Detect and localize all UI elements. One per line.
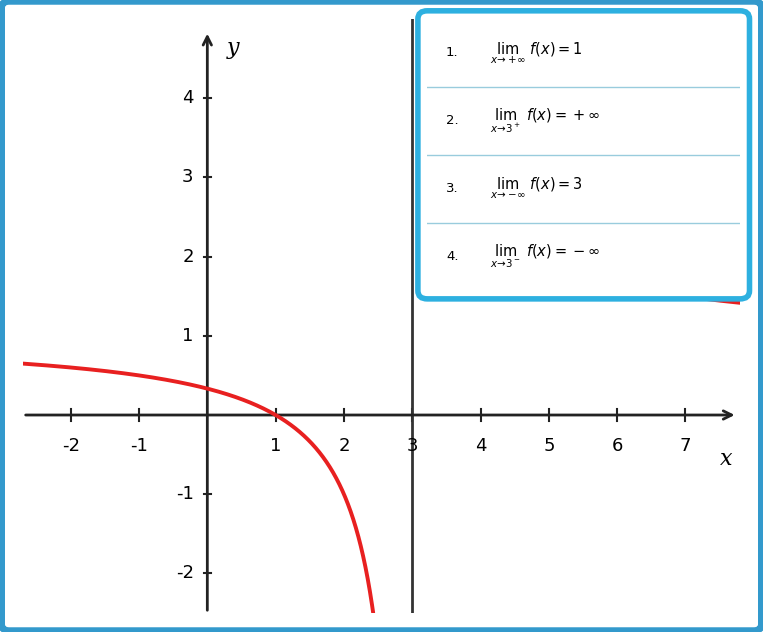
Text: 1.: 1. [446,46,459,59]
Text: 3: 3 [407,437,418,455]
Text: -2: -2 [62,437,79,455]
Text: -1: -1 [175,485,194,503]
Text: 4: 4 [182,89,194,107]
Text: y: y [227,37,239,59]
Text: 2.: 2. [446,114,459,128]
Text: $\underset{x\!\to\!3^-}{\lim}\ f(x) = -\infty$: $\underset{x\!\to\!3^-}{\lim}\ f(x) = -\… [490,243,600,270]
Text: 7: 7 [680,437,691,455]
Text: 2: 2 [338,437,349,455]
Text: x: x [720,448,732,470]
Text: -1: -1 [130,437,148,455]
Text: 2: 2 [182,248,194,265]
Text: $f$: $f$ [515,194,534,228]
Text: 3.: 3. [446,182,459,195]
Text: 4.: 4. [446,250,459,264]
Text: $\underset{x\!\to\!-\!\infty}{\lim}\ f(x) = 3$: $\underset{x\!\to\!-\!\infty}{\lim}\ f(x… [490,176,583,202]
Text: $\underset{x\!\to\!3^+}{\lim}\ f(x) = +\infty$: $\underset{x\!\to\!3^+}{\lim}\ f(x) = +\… [490,107,600,135]
Text: 3: 3 [182,168,194,186]
Text: 1: 1 [182,327,194,345]
Text: -2: -2 [175,564,194,583]
FancyBboxPatch shape [418,11,749,299]
Text: 1: 1 [270,437,282,455]
Text: 6: 6 [611,437,623,455]
Text: 4: 4 [475,437,486,455]
Text: 5: 5 [543,437,555,455]
Text: $\underset{x\!\to\!+\!\infty}{\lim}\ f(x) = 1$: $\underset{x\!\to\!+\!\infty}{\lim}\ f(x… [490,40,583,66]
